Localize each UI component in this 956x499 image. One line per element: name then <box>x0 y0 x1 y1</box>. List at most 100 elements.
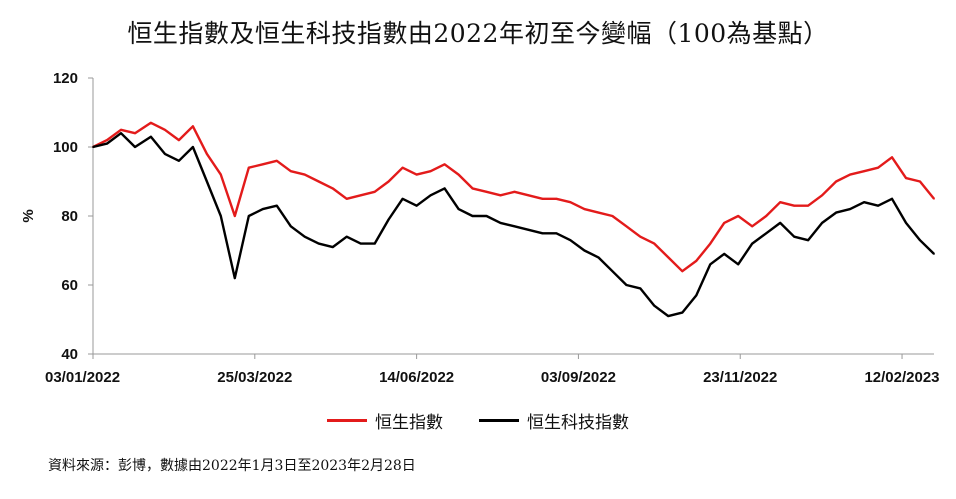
x-tick-label: 23/11/2022 <box>703 369 777 386</box>
x-tick-label: 03/09/2022 <box>541 369 616 386</box>
data-point-hsi <box>289 170 292 173</box>
data-point-hstech <box>751 242 754 245</box>
data-point-hstech <box>289 225 292 228</box>
data-point-hsi <box>569 201 572 204</box>
data-point-hsi <box>471 187 474 190</box>
data-point-hsi <box>331 187 334 190</box>
legend-label-hstech: 恒生科技指數 <box>527 413 629 433</box>
data-point-hstech <box>150 135 152 138</box>
x-tick-label: 25/03/2022 <box>217 369 292 386</box>
data-point-hsi <box>667 256 670 259</box>
data-point-hstech <box>331 246 334 249</box>
series-group <box>92 121 935 318</box>
data-point-hstech <box>583 249 586 252</box>
data-point-hstech <box>485 215 488 217</box>
data-point-hsi <box>233 215 236 217</box>
data-point-hsi <box>415 173 418 176</box>
data-point-hsi <box>178 139 180 142</box>
data-point-hsi <box>150 121 152 124</box>
data-point-hsi <box>611 215 614 217</box>
data-point-hsi <box>261 163 264 166</box>
data-point-hsi <box>709 242 712 245</box>
x-tick-group: 03/01/2022 25/03/2022 14/06/2022 03/09/2022… <box>45 354 940 386</box>
data-point-hstech <box>681 311 684 314</box>
data-point-hsi <box>429 170 432 173</box>
data-point-hsi <box>247 166 250 169</box>
series-line-hstech <box>92 131 935 318</box>
y-tick-label: 100 <box>53 139 78 156</box>
data-point-hstech <box>555 232 558 235</box>
x-tick-label: 12/02/2023 <box>864 369 939 386</box>
data-point-hstech <box>835 211 837 214</box>
data-point-hsi <box>317 180 320 183</box>
chart-title: 恒生指數及恒生科技指數由2022年初至今變幅（100為基點） <box>127 19 829 48</box>
x-tick-label: 14/06/2022 <box>379 369 454 386</box>
data-point-hstech <box>443 187 446 190</box>
data-point-hsi <box>303 173 306 176</box>
y-tick-group: 120 100 80 60 40 <box>53 70 93 363</box>
data-point-hstech <box>849 208 851 211</box>
data-point-hstech <box>192 146 194 148</box>
data-point-hsi <box>527 194 530 197</box>
data-point-hsi <box>499 194 502 197</box>
data-point-hstech <box>737 263 740 266</box>
data-point-hsi <box>877 166 879 169</box>
data-point-hstech <box>206 180 208 183</box>
data-point-hsi <box>835 180 837 183</box>
data-point-hstech <box>625 284 628 286</box>
data-point-hstech <box>233 277 236 279</box>
source-note: 資料來源：彭博，數據由2022年1月3日至2023年2月28日 <box>48 458 416 474</box>
series-line-hsi <box>92 121 935 273</box>
data-point-hstech <box>106 142 108 145</box>
data-point-hstech <box>541 232 544 235</box>
data-point-hstech <box>164 153 166 155</box>
data-point-hsi <box>737 215 740 217</box>
legend: 恒生指數 恒生科技指數 <box>0 408 956 433</box>
data-point-hstech <box>765 232 768 235</box>
data-point-hsi <box>681 270 684 273</box>
data-point-hsi <box>863 170 865 173</box>
data-point-hsi <box>905 177 907 180</box>
data-point-hsi <box>891 156 893 159</box>
data-point-hstech <box>653 304 656 307</box>
data-point-hsi <box>653 242 656 245</box>
data-point-hstech <box>513 225 516 228</box>
data-point-hsi <box>120 128 122 131</box>
data-point-hsi <box>219 173 222 176</box>
data-point-hstech <box>359 242 362 245</box>
data-point-hsi <box>387 180 390 183</box>
data-point-hstech <box>457 208 460 211</box>
data-point-hsi <box>695 260 698 262</box>
data-point-hsi <box>555 197 558 200</box>
data-point-hstech <box>345 235 348 238</box>
data-point-hstech <box>639 287 642 290</box>
data-point-hsi <box>597 211 600 214</box>
data-point-hstech <box>275 204 278 207</box>
data-point-hstech <box>695 294 698 297</box>
data-point-hstech <box>471 215 474 217</box>
data-point-hsi <box>443 163 446 166</box>
y-axis-label: % <box>20 209 37 222</box>
data-point-hstech <box>499 222 502 224</box>
data-point-hsi <box>639 235 642 238</box>
data-point-hstech <box>597 256 600 259</box>
data-point-hstech <box>891 197 893 200</box>
data-point-hsi <box>919 180 921 183</box>
data-point-hsi <box>933 197 935 200</box>
y-tick-label: 80 <box>61 208 78 225</box>
legend-item-hstech: 恒生科技指數 <box>479 408 629 433</box>
data-point-hstech <box>429 194 432 197</box>
data-point-hstech <box>415 204 418 207</box>
data-point-hstech <box>178 159 180 162</box>
data-point-hsi <box>457 173 460 176</box>
data-point-hsi <box>793 204 796 207</box>
data-point-hstech <box>863 201 865 204</box>
legend-swatch-hsi <box>327 419 367 422</box>
data-point-hsi <box>751 225 754 228</box>
data-point-hsi <box>164 128 166 131</box>
data-point-hsi <box>765 215 768 217</box>
data-point-hsi <box>373 190 376 193</box>
data-point-hsi <box>583 208 586 211</box>
legend-swatch-hstech <box>479 419 519 422</box>
